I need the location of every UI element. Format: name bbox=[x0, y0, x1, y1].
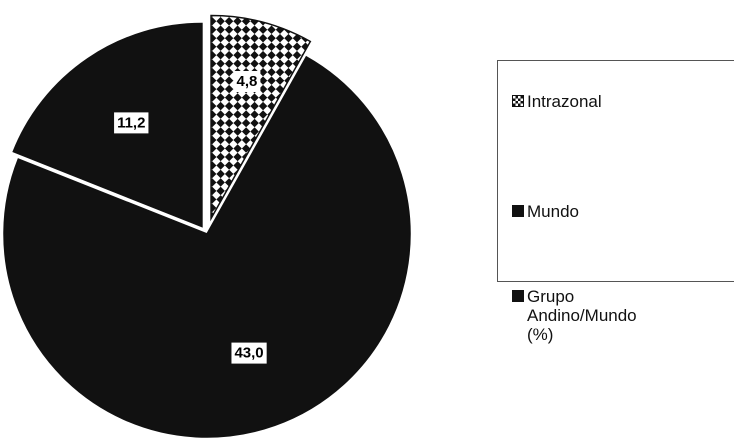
value-label-group: 43,0 bbox=[231, 342, 267, 364]
pie-slice bbox=[12, 22, 203, 228]
pie-slice bbox=[210, 14, 312, 222]
value-label-group: 4,8 bbox=[233, 71, 261, 93]
legend-item: Grupo Andino/Mundo (%) bbox=[512, 287, 732, 344]
value-label: 43,0 bbox=[234, 345, 263, 362]
value-label-box bbox=[233, 71, 261, 93]
value-label: 4,8 bbox=[237, 73, 258, 90]
legend-label: Grupo Andino/Mundo (%) bbox=[527, 287, 637, 344]
legend-item: Intrazonal bbox=[512, 92, 732, 111]
legend-swatch bbox=[512, 205, 524, 217]
value-label: 11,2 bbox=[117, 114, 145, 131]
value-label-group: 11,2 bbox=[114, 112, 149, 134]
value-label-box bbox=[231, 342, 267, 364]
pie-chart: 4,8 43,0 11,2 bbox=[3, 14, 411, 438]
pie-slice bbox=[3, 55, 411, 438]
legend-swatch bbox=[512, 95, 524, 107]
legend-label: Mundo bbox=[527, 202, 579, 221]
legend-swatch bbox=[512, 290, 524, 302]
legend-item: Mundo bbox=[512, 202, 732, 221]
legend: Intrazonal Mundo Grupo Andino/Mundo (%) bbox=[497, 60, 734, 344]
legend-label: Intrazonal bbox=[527, 92, 602, 111]
value-label-box bbox=[114, 112, 149, 134]
